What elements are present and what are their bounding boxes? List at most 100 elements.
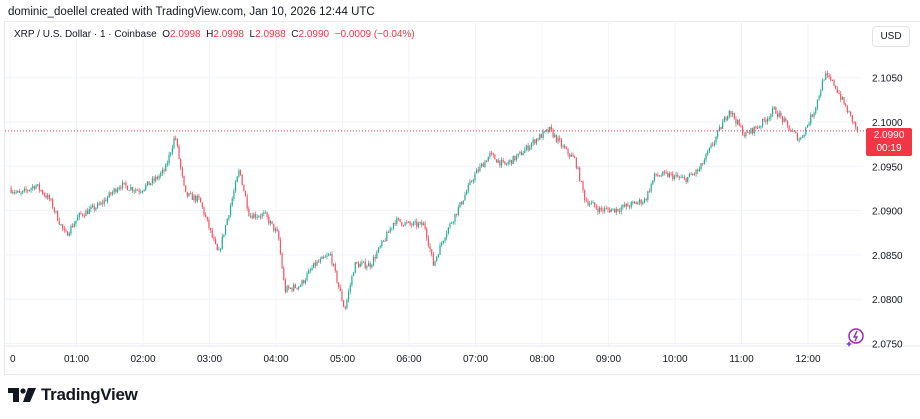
candle (35, 185, 37, 189)
candle (685, 178, 687, 183)
candle (765, 120, 767, 122)
candle (680, 177, 682, 179)
candle (532, 139, 534, 144)
candle (466, 191, 468, 195)
candle (163, 169, 165, 172)
last-price-label: 2.0990 00:19 (866, 128, 912, 156)
candle (100, 202, 102, 205)
candle (266, 212, 268, 217)
candle (391, 227, 393, 229)
candle (653, 173, 656, 181)
candle (607, 208, 609, 210)
candle (451, 222, 453, 224)
candle (88, 209, 90, 215)
candle (176, 138, 178, 146)
candle (126, 185, 129, 191)
candle (693, 173, 695, 175)
close-value: 2.0990 (298, 29, 330, 40)
candle (617, 208, 619, 211)
candle (121, 182, 124, 189)
candle (173, 138, 175, 148)
candle (815, 107, 817, 113)
candle (251, 215, 253, 219)
candle (542, 131, 544, 138)
candle (331, 253, 333, 265)
candle (454, 213, 456, 222)
candle (422, 223, 425, 226)
candle (610, 209, 612, 213)
time-tick: 01:00 (64, 354, 89, 365)
candle (175, 138, 177, 140)
candle (476, 169, 478, 174)
candle (732, 113, 734, 115)
candle (424, 223, 426, 229)
candle (429, 245, 431, 250)
candle (781, 116, 784, 122)
candle (347, 291, 350, 300)
candle (401, 222, 403, 226)
candle (517, 153, 519, 156)
candle (18, 191, 21, 193)
candle (489, 152, 491, 157)
candle (313, 262, 315, 268)
candle (552, 129, 554, 138)
candle (683, 177, 686, 179)
candle (688, 173, 691, 178)
candle (253, 214, 255, 219)
time-axis: 0 01:00 02:00 03:00 04:00 05:00 06:00 07:00 08:0… (10, 354, 821, 365)
candle (487, 156, 489, 162)
candle (419, 221, 421, 224)
candle (279, 239, 282, 254)
candle (81, 214, 84, 216)
candle (72, 225, 74, 228)
candle (286, 286, 288, 292)
candle (156, 176, 159, 179)
tradingview-logo[interactable]: TradingView (8, 385, 138, 405)
close-label: C (291, 29, 299, 40)
candle (158, 175, 160, 179)
grid (5, 21, 920, 347)
candle (813, 112, 815, 117)
candle (798, 139, 800, 141)
candle (91, 205, 94, 207)
candle (170, 152, 172, 155)
candle (299, 285, 301, 287)
candle (594, 202, 596, 207)
price-tick: 2.0800 (872, 295, 903, 306)
candle (690, 173, 692, 175)
candle (324, 256, 326, 258)
candle (161, 169, 163, 174)
symbol-name: XRP / U.S. Dollar · 1 · Coinbase (14, 29, 157, 40)
candle (223, 234, 225, 237)
candle (580, 181, 582, 183)
time-tick: 10:00 (662, 354, 687, 365)
time-tick: 09:00 (596, 354, 621, 365)
candle (60, 224, 62, 226)
price-tick: 2.0750 (872, 340, 903, 351)
candle (446, 233, 448, 238)
candle (707, 151, 709, 155)
tradingview-logo-icon (8, 388, 36, 402)
candle (627, 203, 629, 207)
candle (168, 154, 170, 164)
candle (397, 218, 400, 220)
lightning-icon[interactable] (845, 327, 865, 347)
candle (246, 196, 248, 209)
candle (805, 127, 807, 135)
candle (357, 263, 360, 268)
candle (687, 177, 689, 183)
candle (195, 195, 197, 202)
candle (766, 118, 769, 122)
candle (77, 217, 79, 221)
currency-button[interactable]: USD (872, 26, 910, 47)
time-tick: 06:00 (396, 354, 421, 365)
candle (339, 287, 341, 291)
candle (356, 262, 358, 264)
candlestick-chart[interactable]: 2.1050 2.1000 2.0950 2.0900 2.0850 2.0800 2.07… (0, 0, 920, 380)
candle (537, 138, 539, 140)
candle (426, 228, 428, 239)
candle (655, 173, 657, 176)
candle (840, 93, 842, 100)
candle (402, 225, 405, 227)
candle (663, 171, 666, 173)
